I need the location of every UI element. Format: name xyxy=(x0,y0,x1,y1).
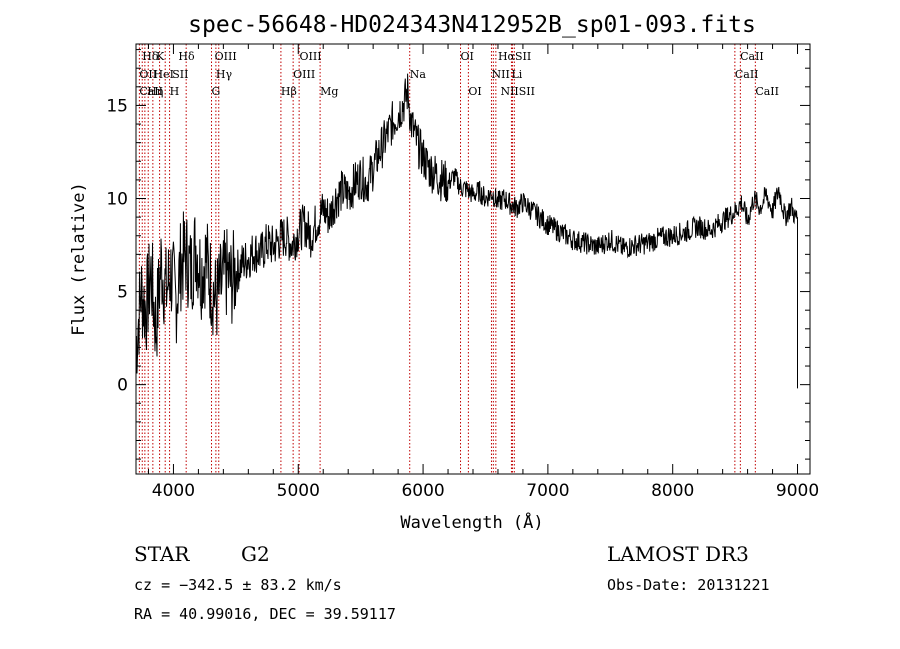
line-label: SII xyxy=(172,68,188,81)
line-label: H xyxy=(170,85,180,98)
line-label: OII xyxy=(139,68,157,81)
survey-label: LAMOST DR3 xyxy=(607,542,749,566)
line-label: HeI xyxy=(153,68,173,81)
y-axis-title: Flux (relative) xyxy=(69,182,89,336)
line-markers xyxy=(138,44,756,474)
chart-title: spec-56648-HD024343N412952B_sp01-093.fit… xyxy=(188,12,756,38)
line-label: Na xyxy=(410,68,427,81)
x-tick-label: 5000 xyxy=(277,481,320,501)
class-label: STAR xyxy=(134,542,190,566)
x-tick-label: 6000 xyxy=(401,481,444,501)
line-label: CaII xyxy=(735,68,759,81)
y-tick-label: 10 xyxy=(106,190,128,210)
x-axis-title: Wavelength (Å) xyxy=(400,511,543,533)
y-axis: 0 5 10 15 xyxy=(106,49,810,460)
line-label: NIISII xyxy=(500,85,535,98)
spectrum-series-line xyxy=(135,73,798,389)
line-label: Hβ xyxy=(281,85,297,98)
line-label: OIII xyxy=(215,50,237,63)
line-label: K xyxy=(156,50,165,63)
x-tick-label: 8000 xyxy=(651,481,694,501)
y-tick-label: 5 xyxy=(117,283,128,303)
line-label: G xyxy=(212,85,221,98)
line-label: OI xyxy=(468,85,481,98)
cz-readout: cz = −342.5 ± 83.2 km/s xyxy=(134,576,342,594)
coordinates-readout: RA = 40.99016, DEC = 39.59117 xyxy=(134,605,396,623)
x-tick-label: 9000 xyxy=(776,481,819,501)
line-label: CaII xyxy=(755,85,779,98)
line-label: Mg xyxy=(320,85,338,98)
x-tick-label: 7000 xyxy=(526,481,569,501)
y-tick-label: 0 xyxy=(117,376,128,396)
line-label: OIII xyxy=(293,68,315,81)
x-axis: 4000 5000 6000 7000 8000 9000 xyxy=(147,44,819,501)
plot-frame xyxy=(135,43,811,475)
line-label: Hδ xyxy=(142,50,159,63)
line-label: HαSII xyxy=(498,50,531,63)
subclass-label: G2 xyxy=(241,542,270,566)
line-label: CaII xyxy=(139,85,163,98)
line-label: Hγ xyxy=(216,68,233,81)
line-label: OI xyxy=(461,50,474,63)
x-tick-label: 4000 xyxy=(152,481,195,501)
line-label: Li xyxy=(511,68,522,81)
line-label: NII xyxy=(491,68,509,81)
line-label: CaII xyxy=(740,50,764,63)
y-tick-label: 15 xyxy=(106,96,128,116)
obs-date: Obs-Date: 20131221 xyxy=(607,576,770,594)
line-label: Hη xyxy=(147,85,163,98)
line-label: OIII xyxy=(300,50,322,63)
line-label: Hδ xyxy=(178,50,195,63)
